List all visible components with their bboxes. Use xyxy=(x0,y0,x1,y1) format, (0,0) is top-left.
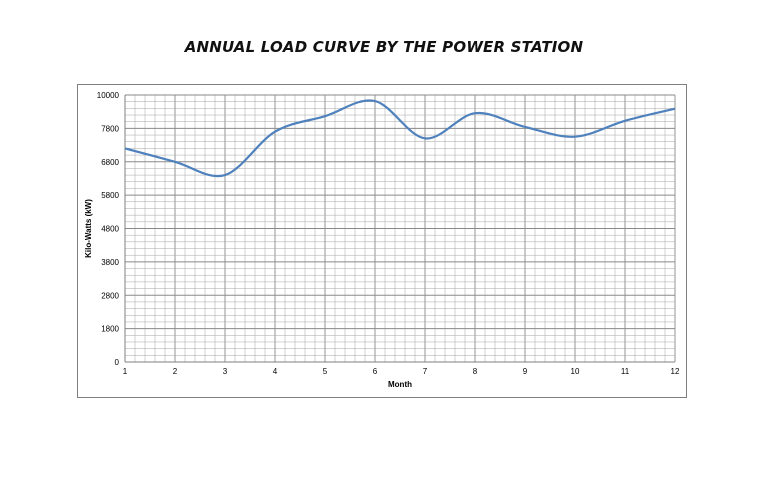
x-tick-label: 8 xyxy=(473,367,478,376)
y-tick-label: 7800 xyxy=(101,124,119,133)
y-tick-labels: 0 1800 2800 3800 4800 5800 6800 7800 10000 xyxy=(97,91,120,367)
y-tick-label: 0 xyxy=(115,358,120,367)
x-tick-label: 12 xyxy=(671,367,680,376)
y-tick-label: 3800 xyxy=(101,258,119,267)
x-tick-label: 2 xyxy=(173,367,178,376)
x-axis-title: Month xyxy=(388,380,412,389)
x-tick-label: 3 xyxy=(223,367,228,376)
y-tick-label: 5800 xyxy=(101,191,119,200)
x-tick-label: 4 xyxy=(273,367,278,376)
y-axis-title: Kilo-Watts (kW) xyxy=(84,199,93,258)
grid xyxy=(124,94,676,363)
y-tick-label: 6800 xyxy=(101,158,119,167)
x-tick-label: 5 xyxy=(323,367,328,376)
y-tick-label: 10000 xyxy=(97,91,120,100)
y-tick-label: 2800 xyxy=(101,291,119,300)
y-tick-label: 1800 xyxy=(101,325,119,334)
x-tick-label: 1 xyxy=(123,367,128,376)
x-tick-label: 11 xyxy=(621,367,630,376)
x-tick-label: 9 xyxy=(523,367,528,376)
series-line xyxy=(124,99,676,178)
x-tick-label: 10 xyxy=(571,367,580,376)
x-tick-label: 6 xyxy=(373,367,378,376)
y-tick-label: 4800 xyxy=(101,225,119,234)
x-tick-labels: 1 2 3 4 5 6 7 8 9 10 11 12 xyxy=(123,367,680,376)
chart-title: ANNUAL LOAD CURVE BY THE POWER STATION xyxy=(184,38,584,56)
x-tick-label: 7 xyxy=(423,367,428,376)
